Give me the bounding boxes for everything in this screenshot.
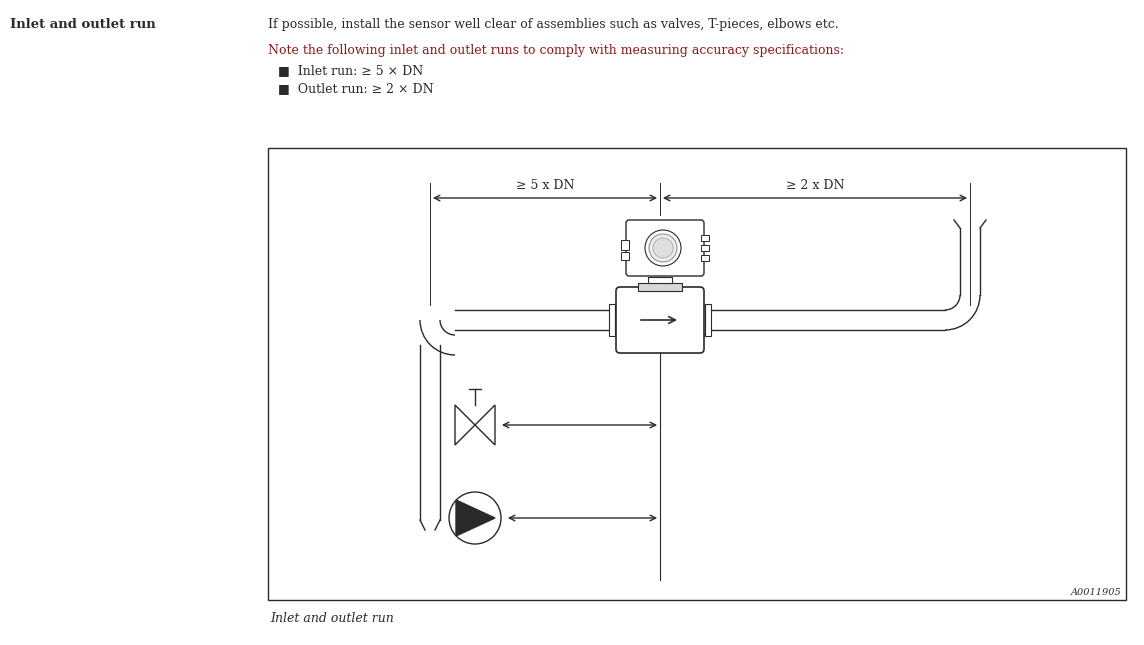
Circle shape [448,492,501,544]
Text: Inlet and outlet run: Inlet and outlet run [270,612,394,625]
Bar [701,245,709,251]
Bar [701,235,709,241]
Bar [638,283,682,291]
Text: ≥ 2 x DN: ≥ 2 x DN [786,179,844,192]
Bar [615,306,620,334]
Bar [700,306,705,334]
Text: A0011905: A0011905 [1071,588,1122,597]
Text: ■  Inlet run: ≥ 5 × DN: ■ Inlet run: ≥ 5 × DN [278,64,423,77]
FancyBboxPatch shape [626,220,704,276]
Bar [621,252,629,260]
Bar [705,304,712,336]
Text: ≥ 5 x DN: ≥ 5 x DN [516,179,574,192]
Text: Note the following inlet and outlet runs to comply with measuring accuracy speci: Note the following inlet and outlet runs… [268,44,844,57]
Circle shape [645,230,681,266]
Text: If possible, install the sensor well clear of assemblies such as valves, T-piece: If possible, install the sensor well cle… [268,18,839,31]
Bar [648,277,672,283]
Bar [268,148,1126,600]
FancyBboxPatch shape [615,287,704,353]
Text: Inlet and outlet run: Inlet and outlet run [10,18,156,31]
Polygon shape [456,500,495,536]
Bar [701,255,709,261]
Text: ■  Outlet run: ≥ 2 × DN: ■ Outlet run: ≥ 2 × DN [278,82,434,95]
Circle shape [653,238,673,258]
Bar [609,304,615,336]
Polygon shape [475,405,495,445]
Circle shape [649,234,677,262]
Polygon shape [455,405,475,445]
Bar [621,240,629,250]
